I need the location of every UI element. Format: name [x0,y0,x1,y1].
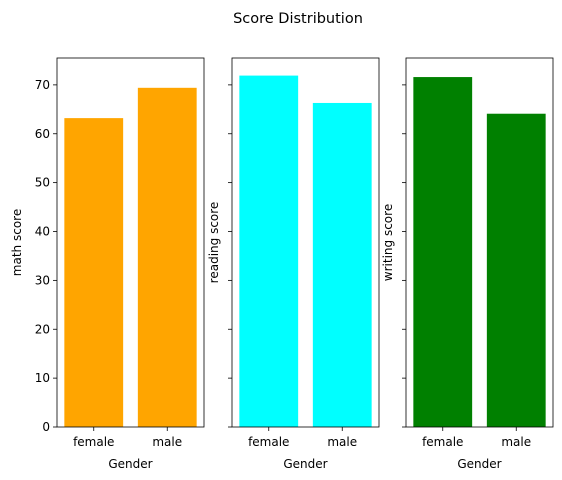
y-tick-label: 60 [35,127,50,141]
y-tick-label: 40 [35,225,50,239]
y-axis-label: reading score [207,202,221,284]
x-tick-label: male [327,435,357,449]
x-tick-label: male [501,435,531,449]
axes-frame [231,57,380,428]
y-axis-label: writing score [381,204,395,281]
subplot-1: female male 0 10 20 30 40 50 60 70 Gender math scor… [10,57,205,471]
bar-male [486,113,546,427]
x-axis-label: Gender [108,457,152,471]
x-tick-label: female [422,435,463,449]
bar-male [312,102,372,428]
x-tick-label: female [248,435,289,449]
x-tick-label: female [73,435,114,449]
y-tick-label: 0 [42,420,50,434]
x-axis-label: Gender [283,457,327,471]
bar-female [64,118,124,428]
bar-female [239,75,299,427]
y-tick-label: 50 [35,176,50,190]
y-tick-label: 30 [35,273,50,287]
axes-frame [56,57,205,428]
y-tick-label: 10 [35,371,50,385]
x-axis-label: Gender [457,457,501,471]
y-tick-label: 70 [35,78,50,92]
y-tick-label: 20 [35,322,50,336]
bar-female [413,77,473,427]
y-axis-label: math score [10,209,24,276]
chart-title: Score Distribution [233,11,363,27]
bar-male [137,87,197,427]
axes-frame [405,57,554,428]
subplots: female male 0 10 20 30 40 50 60 70 Gender math scor… [10,57,554,471]
x-tick-label: male [152,435,182,449]
